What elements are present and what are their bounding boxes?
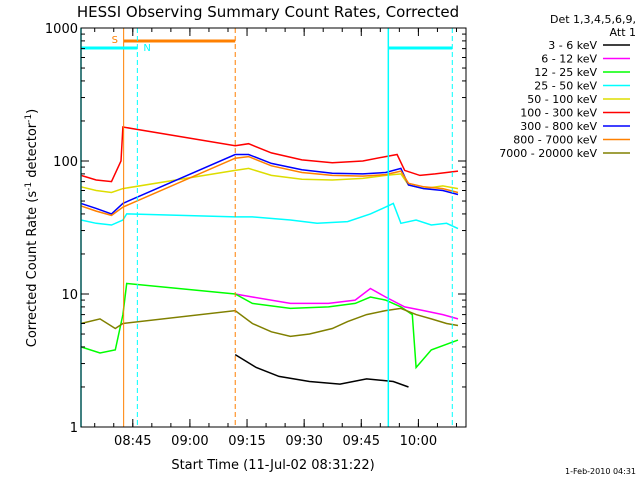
y-axis-label-mid: detector: [25, 122, 40, 182]
legend-label-4: 50 - 100 keV: [527, 93, 597, 106]
legend-label-1: 6 - 12 keV: [541, 53, 597, 66]
legend-header-line1: Det 1,3,4,5,6,9,: [550, 13, 636, 26]
series-line-2: [80, 282, 459, 370]
legend-label-5: 100 - 300 keV: [520, 107, 597, 120]
series-line-0: [234, 353, 409, 388]
legend-label-2: 12 - 25 keV: [534, 66, 597, 79]
y-axis-label-sup2: -1: [24, 114, 34, 123]
chart-title: HESSI Observing Summary Count Rates, Cor…: [77, 3, 459, 21]
series-line-6: [80, 153, 459, 215]
x-tick-label: 09:15: [228, 434, 265, 449]
y-tick-label: 100: [53, 155, 78, 170]
legend-label-7: 800 - 7000 keV: [513, 134, 597, 147]
footer-date: 1-Feb-2010 04:31: [565, 467, 636, 476]
series-line-1: [235, 287, 459, 320]
y-axis-label-main: Corrected Count Rate (s: [25, 191, 40, 348]
y-tick-label: 1000: [45, 22, 78, 37]
x-tick-label: 09:45: [343, 434, 380, 449]
x-axis-label: Start Time (11-Jul-02 08:31:22): [171, 458, 374, 473]
legend-label-3: 25 - 50 keV: [534, 80, 597, 93]
saa-label: S: [112, 35, 118, 46]
x-tick-label: 10:00: [400, 434, 437, 449]
legend-label-0: 3 - 6 keV: [548, 39, 597, 52]
plot-frame: [80, 27, 467, 428]
legend-label-6: 300 - 800 keV: [520, 120, 597, 133]
x-axis-ticks: 08:45 09:00 09:15 09:30 09:45 10:00: [94, 28, 457, 449]
y-axis-label: Corrected Count Rate (s-1 detector-1): [24, 109, 40, 347]
y-tick-label: 1: [70, 421, 78, 436]
x-tick-label: 09:30: [285, 434, 322, 449]
series-line-7: [80, 155, 459, 217]
legend-label-8: 7000 - 20000 keV: [499, 147, 597, 160]
x-tick-label: 09:00: [171, 434, 208, 449]
plot-area: SN: [80, 28, 459, 427]
y-axis-label-sup1: -1: [24, 182, 34, 191]
night-label: N: [143, 43, 150, 54]
legend-header-line2: Att 1: [610, 26, 636, 39]
y-axis-ticks: 1 10 100 1000: [45, 22, 466, 436]
y-axis-label-end: ): [25, 109, 40, 114]
y-tick-label: 10: [61, 288, 78, 303]
x-tick-label: 08:45: [114, 434, 151, 449]
series-line-5: [80, 126, 459, 183]
series-line-8: [80, 307, 459, 338]
series-line-3: [80, 202, 459, 230]
